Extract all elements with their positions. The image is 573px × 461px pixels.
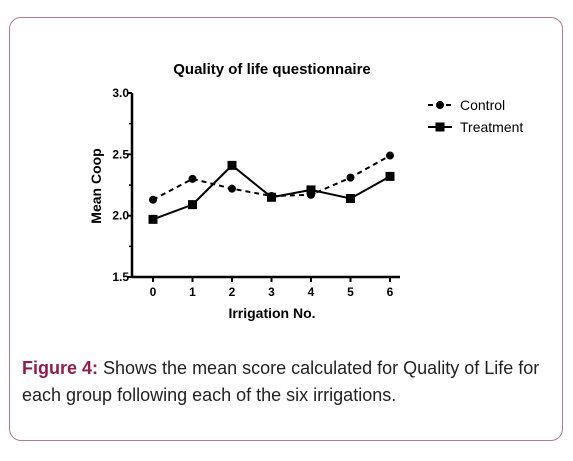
data-point (228, 184, 236, 193)
line-chart: Quality of life questionnaire 1.5 2.0 2.5 3… (88, 61, 523, 321)
data-point (148, 214, 158, 224)
x-tick-label: 4 (308, 285, 315, 299)
data-point (227, 160, 237, 170)
data-point (188, 200, 197, 210)
chart-title: Quality of life questionnaire (173, 61, 371, 78)
data-point (267, 192, 276, 202)
caption-lead: Figure 4: (22, 358, 99, 378)
x-tick-label: 0 (150, 285, 157, 299)
data-point (346, 193, 355, 203)
x-tick-label: 6 (387, 285, 394, 299)
axes: 1.5 2.0 2.5 3.0 0 1 2 3 4 5 6 (112, 86, 400, 299)
y-axis-label: Mean Coop (88, 148, 104, 223)
x-tick-label: 1 (189, 285, 196, 299)
data-point (386, 151, 394, 160)
series-treatment (148, 160, 395, 224)
data-point (306, 185, 316, 195)
x-tick-label: 2 (229, 285, 236, 299)
legend-label: Treatment (460, 119, 523, 135)
series-layer (148, 151, 395, 224)
series-control (149, 151, 394, 204)
figure-caption: Figure 4: Shows the mean score calculate… (22, 355, 552, 409)
legend-marker (436, 101, 444, 109)
y-tick-label: 2.5 (112, 147, 129, 161)
y-tick-label: 2.0 (112, 209, 129, 223)
y-tick-label: 3.0 (112, 86, 129, 100)
x-tick-label: 5 (347, 285, 354, 299)
data-point (149, 195, 157, 204)
legend: Control Treatment (428, 97, 523, 135)
x-tick-label: 3 (268, 285, 275, 299)
figure-frame (9, 17, 563, 441)
caption-text: Shows the mean score calculated for Qual… (22, 358, 540, 405)
legend-marker (435, 122, 445, 132)
legend-item: Treatment (428, 119, 523, 135)
legend-label: Control (460, 97, 505, 113)
legend-item: Control (428, 97, 505, 113)
data-point (385, 171, 395, 181)
data-point (346, 173, 355, 182)
data-point (188, 174, 197, 183)
y-tick-label: 1.5 (112, 270, 129, 284)
x-axis-label: Irrigation No. (228, 305, 315, 321)
